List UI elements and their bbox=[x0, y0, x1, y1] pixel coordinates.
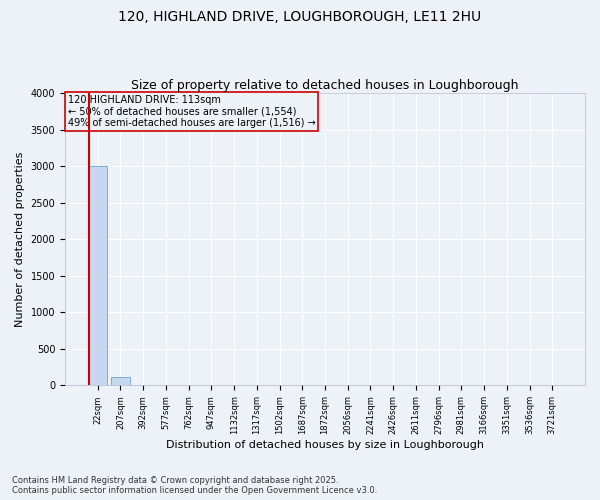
Y-axis label: Number of detached properties: Number of detached properties bbox=[15, 152, 25, 327]
X-axis label: Distribution of detached houses by size in Loughborough: Distribution of detached houses by size … bbox=[166, 440, 484, 450]
Text: 120, HIGHLAND DRIVE, LOUGHBOROUGH, LE11 2HU: 120, HIGHLAND DRIVE, LOUGHBOROUGH, LE11 … bbox=[118, 10, 482, 24]
Title: Size of property relative to detached houses in Loughborough: Size of property relative to detached ho… bbox=[131, 79, 519, 92]
Text: 120 HIGHLAND DRIVE: 113sqm
← 50% of detached houses are smaller (1,554)
49% of s: 120 HIGHLAND DRIVE: 113sqm ← 50% of deta… bbox=[68, 94, 316, 128]
Bar bbox=[89, 166, 107, 386]
Bar bbox=[112, 376, 130, 386]
Text: Contains HM Land Registry data © Crown copyright and database right 2025.
Contai: Contains HM Land Registry data © Crown c… bbox=[12, 476, 377, 495]
